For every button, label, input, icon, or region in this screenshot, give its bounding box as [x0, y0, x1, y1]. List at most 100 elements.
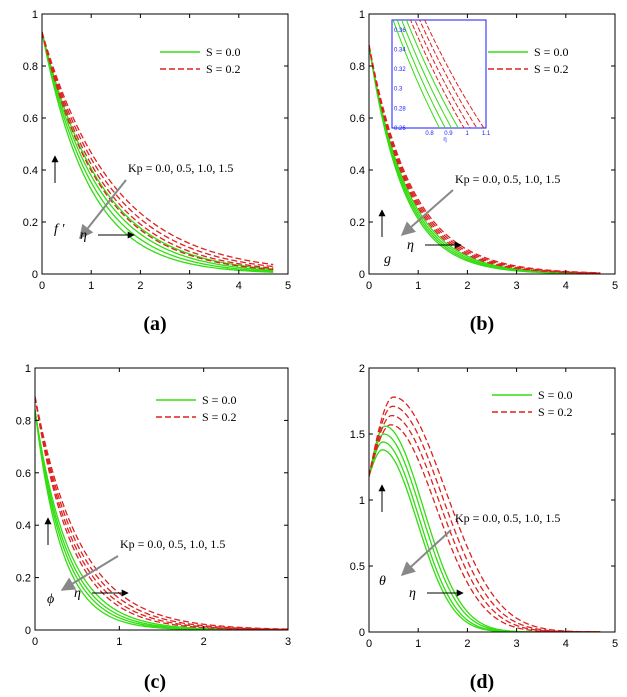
- x-tick-label: 0: [39, 280, 45, 292]
- series-line-s2-kp-0.5: [35, 396, 288, 630]
- panel-caption: (a): [143, 313, 166, 335]
- x-tick-label: 2: [137, 280, 143, 292]
- series-line-s0-kp-0.5: [369, 433, 601, 632]
- series-line-s0-kp-1.5: [35, 409, 288, 630]
- inset-x-label: η: [443, 137, 446, 143]
- y-tick-label: 2: [359, 363, 365, 375]
- y-tick-label: 1: [32, 9, 38, 21]
- x-tick-label: 3: [285, 636, 291, 648]
- inset-x-tick-label: 0.9: [444, 131, 453, 137]
- x-tick-label: 4: [563, 280, 569, 292]
- series-line-s2-kp-1.5: [42, 32, 274, 271]
- panel-b: 0 1 2 3 4 5 0 0.2 0.4 0.6 0.8 1 S = 0.0 S = 0.2 Kp = 0…: [350, 9, 618, 335]
- series-line-s2-kp-0.5: [369, 405, 601, 632]
- legend-label-s0: S = 0.0: [202, 393, 236, 407]
- x-tick-label: 5: [612, 638, 618, 650]
- x-tick-label: 3: [187, 280, 193, 292]
- x-tick-label: 5: [285, 280, 291, 292]
- legend-label-s2: S = 0.2: [202, 410, 236, 424]
- series-line-s2-kp-0.5: [42, 32, 274, 268]
- inset-series-line: [410, 20, 465, 128]
- x-tick-label: 0: [366, 638, 372, 650]
- y-tick-label: 1: [359, 9, 365, 21]
- axes-box: [41, 13, 289, 275]
- series-line-s0-kp-0: [35, 409, 288, 630]
- y-tick-label: 0.2: [16, 573, 31, 585]
- x-tick-label: 2: [464, 280, 470, 292]
- y-axis-symbol: g: [384, 252, 391, 267]
- y-axis-symbol: ϕ: [47, 592, 54, 607]
- kp-annotation: Kp = 0.0, 0.5, 1.0, 1.5: [455, 172, 560, 186]
- inset-x-tick-label: 0.8: [425, 131, 434, 137]
- inset-x-tick-label: 1: [466, 131, 470, 137]
- x-tick-label: 1: [116, 636, 122, 648]
- y-tick-label: 0.5: [350, 561, 365, 573]
- series-line-s0-kp-0.5: [35, 409, 288, 630]
- x-tick-label: 2: [464, 638, 470, 650]
- kp-annotation: Kp = 0.0, 0.5, 1.0, 1.5: [128, 161, 233, 175]
- inset-series-line: [396, 20, 446, 128]
- series-line-s2-kp-0: [369, 396, 601, 632]
- y-tick-label: 0.6: [16, 468, 31, 480]
- series-line-s2-kp-0: [42, 32, 274, 266]
- y-tick-label: 1.5: [350, 429, 365, 441]
- y-tick-label: 0.4: [23, 165, 38, 177]
- y-tick-label: 0.2: [23, 217, 38, 229]
- y-tick-label: 0.8: [23, 61, 38, 73]
- x-tick-label: 0: [32, 636, 38, 648]
- inset-y-tick-label: 0.32: [394, 67, 406, 73]
- series-line-s2-kp-1: [42, 32, 274, 269]
- axes-box: [34, 367, 289, 631]
- legend-label-s2: S = 0.2: [538, 405, 572, 419]
- inset-series-line: [419, 20, 478, 128]
- series-line-s2-kp-1.5: [369, 45, 601, 274]
- x-tick-label: 3: [514, 638, 520, 650]
- series-line-s0-kp-0.5: [42, 32, 274, 272]
- panel-c: 0 1 2 3 0 0.2 0.4 0.6 0.8 1 S = 0.0 S = 0.2 Kp = 0.0…: [16, 363, 291, 693]
- series-line-s0-kp-1: [369, 441, 601, 632]
- legend-label-s2: S = 0.2: [206, 62, 240, 76]
- series-line-s0-kp-1.5: [369, 449, 601, 632]
- x-tick-label: 1: [88, 280, 94, 292]
- y-tick-label: 0: [359, 627, 365, 639]
- y-axis-symbol: f ′: [54, 222, 65, 237]
- inset-box: [391, 19, 487, 129]
- y-tick-label: 0.8: [350, 61, 365, 73]
- inset-y-tick-label: 0.34: [394, 47, 406, 53]
- kp-annotation: Kp = 0.0, 0.5, 1.0, 1.5: [455, 511, 560, 525]
- x-axis-symbol: η: [74, 586, 81, 601]
- panel-caption: (b): [470, 313, 494, 335]
- x-tick-label: 4: [563, 638, 569, 650]
- panel-a: 0 1 2 3 4 5 0 0.2 0.4 0.6 0.8 1 S = 0.0 S = 0.2 Kp = 0…: [23, 9, 291, 335]
- inset-series-line: [424, 20, 485, 128]
- series-line-s2-kp-0: [35, 396, 288, 630]
- y-tick-label: 0.4: [350, 165, 365, 177]
- y-tick-label: 1: [25, 363, 31, 375]
- panel-caption: (c): [144, 671, 166, 693]
- y-tick-label: 0.6: [23, 113, 38, 125]
- kp-arrow: [79, 179, 127, 240]
- y-tick-label: 0.8: [16, 415, 31, 427]
- x-tick-label: 2: [201, 636, 207, 648]
- y-axis-symbol: θ: [379, 574, 386, 589]
- inset-series-line: [405, 20, 459, 128]
- y-tick-label: 0.4: [16, 520, 31, 532]
- series-line-s2-kp-1.5: [35, 396, 288, 630]
- y-tick-label: 0.2: [350, 217, 365, 229]
- x-tick-label: 3: [514, 280, 520, 292]
- inset-y-tick-label: 0.3: [394, 87, 403, 93]
- inset-y-tick-label: 0.26: [394, 126, 406, 132]
- legend-label-s2: S = 0.2: [534, 62, 568, 76]
- x-tick-label: 5: [612, 280, 618, 292]
- series-line-s2-kp-1: [35, 396, 288, 630]
- series-line-s0-kp-1.5: [369, 45, 601, 274]
- y-tick-label: 0: [359, 269, 365, 281]
- inset-series-line: [392, 20, 441, 128]
- inset-y-tick-label: 0.28: [394, 106, 406, 112]
- x-tick-label: 1: [415, 280, 421, 292]
- panel-caption: (d): [470, 671, 494, 693]
- series-line-s0-kp-0: [369, 425, 601, 632]
- series-line-s0-kp-1.5: [42, 32, 274, 273]
- legend-label-s0: S = 0.0: [206, 45, 240, 59]
- kp-arrow: [60, 555, 119, 591]
